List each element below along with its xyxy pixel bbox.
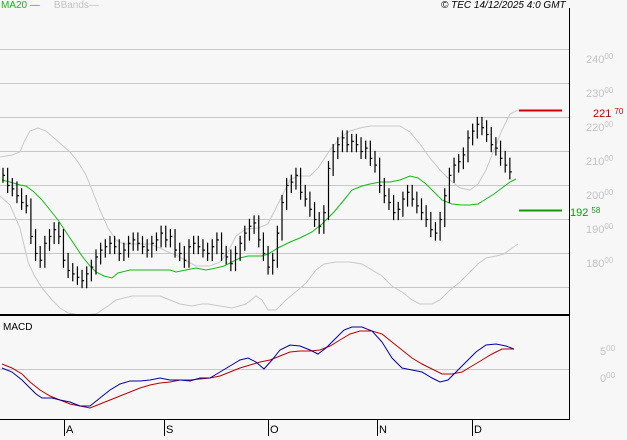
y-label-220: 22000 [586, 120, 614, 134]
y-label-230: 23000 [586, 86, 614, 100]
y-label-190: 19000 [586, 222, 614, 236]
copyright-timestamp: © TEC 14/12/2025 4:0 GMT [441, 0, 566, 11]
x-label-sep: S [166, 424, 174, 436]
x-label-oct: O [270, 424, 279, 436]
y-label-200: 20000 [586, 188, 614, 202]
macd-label-0: 000 [600, 371, 616, 385]
x-label-nov: N [379, 424, 387, 436]
x-axis-ticks [64, 420, 473, 436]
chart-legend: MA20 — BBands— [1, 0, 99, 12]
support-label: 192 58 [570, 206, 601, 219]
legend-ma20: MA20 — [1, 0, 40, 11]
macd-signal-line [1, 330, 514, 409]
legend-bbands: BBands— [53, 0, 99, 11]
price-grid [0, 49, 569, 288]
price-bars [2, 116, 512, 289]
x-label-aug: A [66, 424, 74, 436]
resistance-label: 221 70 [593, 107, 624, 120]
ma20-line [1, 175, 517, 279]
x-label-dec: D [474, 424, 482, 436]
macd-title: MACD [3, 322, 33, 333]
macd-label-500: 500 [600, 344, 616, 358]
y-label-240: 24000 [586, 52, 614, 66]
macd-line [1, 326, 515, 407]
y-label-210: 21000 [586, 154, 614, 168]
y-label-180: 18000 [586, 256, 614, 270]
